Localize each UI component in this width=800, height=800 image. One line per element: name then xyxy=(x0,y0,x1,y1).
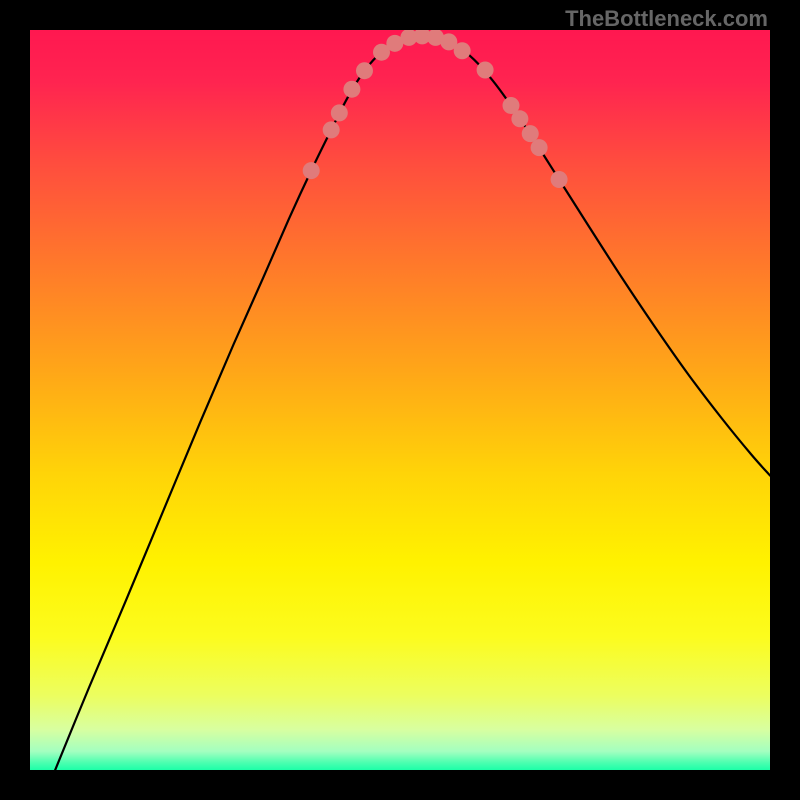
marker-point xyxy=(551,171,568,188)
marker-point xyxy=(531,139,548,156)
plot-area xyxy=(30,30,770,770)
gradient-background xyxy=(30,30,770,770)
marker-point xyxy=(477,61,494,78)
marker-point xyxy=(522,125,539,142)
marker-point xyxy=(511,110,528,127)
chart-container: TheBottleneck.com xyxy=(0,0,800,800)
marker-point xyxy=(356,62,373,79)
marker-point xyxy=(303,162,320,179)
marker-point xyxy=(323,121,340,138)
marker-point xyxy=(454,42,471,59)
marker-point xyxy=(331,104,348,121)
watermark-text: TheBottleneck.com xyxy=(565,6,768,32)
marker-point xyxy=(343,81,360,98)
